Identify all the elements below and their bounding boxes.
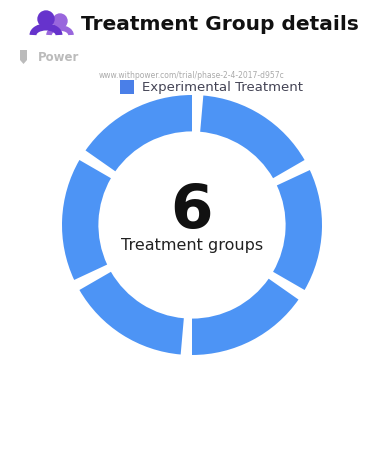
Text: Power: Power: [38, 51, 79, 64]
Wedge shape: [273, 170, 322, 290]
Text: 6: 6: [171, 181, 213, 240]
Wedge shape: [79, 272, 184, 354]
Circle shape: [53, 14, 67, 28]
Wedge shape: [200, 95, 305, 178]
Wedge shape: [86, 95, 192, 171]
Polygon shape: [20, 50, 27, 64]
Text: Experimental Treatment: Experimental Treatment: [142, 81, 303, 94]
FancyBboxPatch shape: [120, 80, 134, 94]
Wedge shape: [62, 160, 111, 280]
Text: Treatment groups: Treatment groups: [121, 238, 263, 252]
Circle shape: [38, 11, 54, 27]
Text: Treatment Group details: Treatment Group details: [81, 15, 359, 34]
Wedge shape: [192, 279, 298, 355]
Text: www.withpower.com/trial/phase-2-4-2017-d957c: www.withpower.com/trial/phase-2-4-2017-d…: [99, 71, 285, 80]
